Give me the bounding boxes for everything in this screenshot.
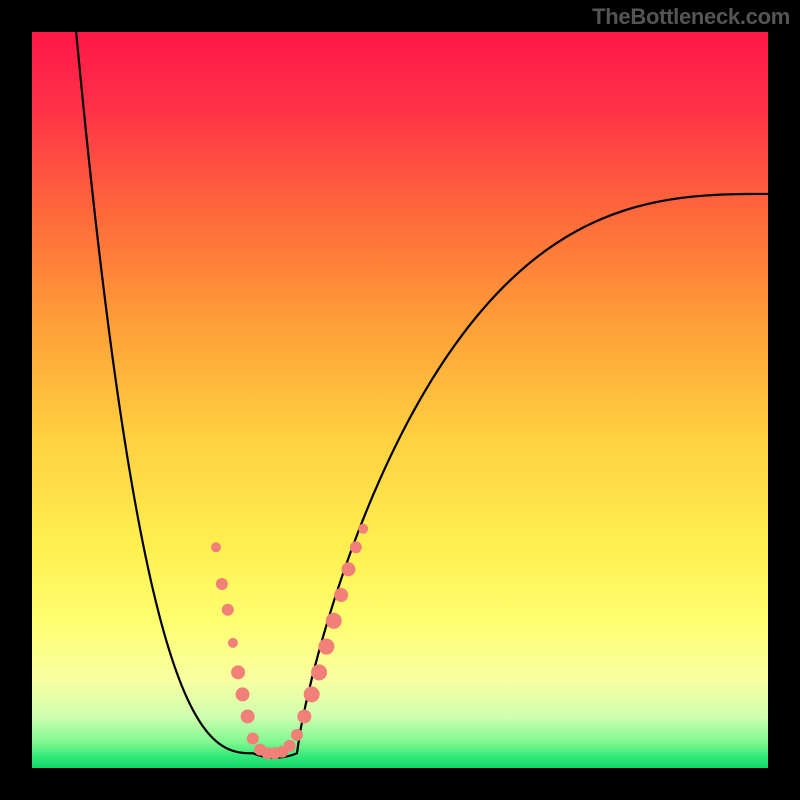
data-marker [326, 613, 342, 629]
data-marker [318, 639, 334, 655]
chart-frame: TheBottleneck.com [0, 0, 800, 800]
data-marker [334, 588, 348, 602]
plot-svg [32, 32, 768, 768]
data-marker [236, 687, 250, 701]
data-marker [222, 604, 234, 616]
data-marker [311, 664, 327, 680]
data-marker [228, 638, 238, 648]
data-marker [284, 740, 296, 752]
data-marker [247, 733, 259, 745]
data-marker [350, 541, 362, 553]
data-marker [216, 578, 228, 590]
data-marker [297, 709, 311, 723]
data-marker [304, 686, 320, 702]
data-marker [241, 709, 255, 723]
gradient-background [32, 32, 768, 768]
data-marker [211, 542, 221, 552]
data-marker [291, 729, 303, 741]
data-marker [358, 524, 368, 534]
watermark-text: TheBottleneck.com [592, 4, 790, 30]
data-marker [231, 665, 245, 679]
plot-area [32, 32, 768, 768]
data-marker [341, 562, 355, 576]
